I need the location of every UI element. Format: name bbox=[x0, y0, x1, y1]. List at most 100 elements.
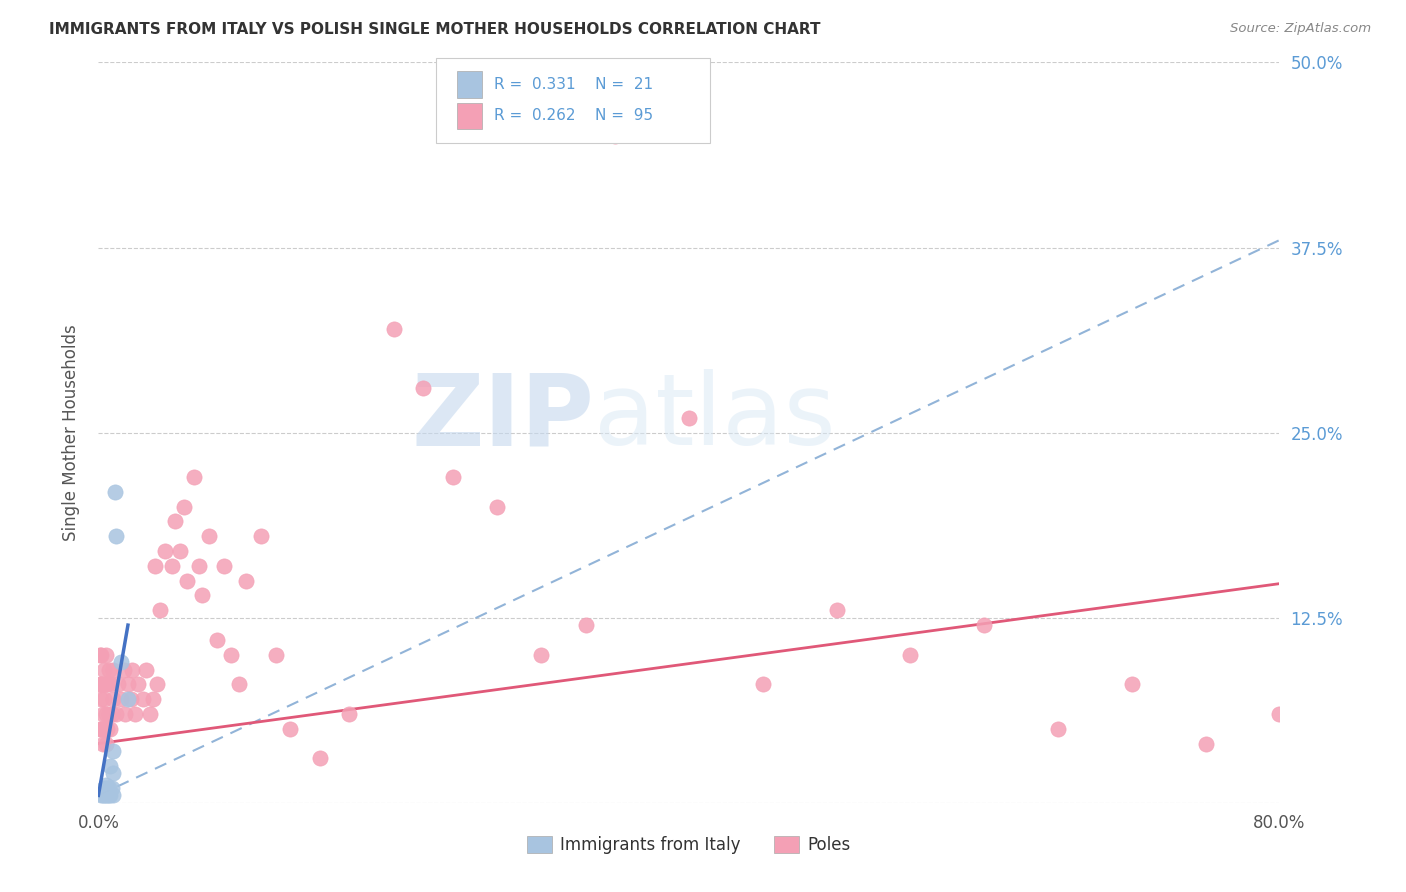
Point bbox=[94, 648, 117, 662]
Point bbox=[191, 589, 214, 603]
Point bbox=[124, 706, 146, 721]
Point bbox=[93, 722, 115, 736]
Point bbox=[103, 744, 125, 758]
Point bbox=[98, 758, 121, 772]
Point bbox=[94, 778, 117, 792]
Point bbox=[127, 677, 149, 691]
Point bbox=[90, 648, 112, 662]
Point bbox=[382, 322, 405, 336]
Point bbox=[91, 706, 114, 721]
Point bbox=[90, 692, 112, 706]
Point bbox=[97, 780, 120, 795]
Point bbox=[96, 722, 118, 736]
Point bbox=[187, 558, 209, 573]
Point bbox=[309, 751, 332, 765]
Text: R =  0.262    N =  95: R = 0.262 N = 95 bbox=[494, 109, 652, 123]
Point bbox=[103, 766, 125, 780]
Point bbox=[165, 515, 187, 529]
Point bbox=[103, 789, 125, 803]
Point bbox=[221, 648, 243, 662]
Point bbox=[264, 648, 287, 662]
Point bbox=[93, 692, 115, 706]
Point bbox=[110, 692, 132, 706]
Point bbox=[105, 529, 128, 543]
Point bbox=[93, 780, 115, 795]
Point bbox=[530, 648, 553, 662]
Point bbox=[90, 789, 112, 803]
Point bbox=[114, 706, 136, 721]
Point bbox=[97, 706, 120, 721]
Point bbox=[153, 544, 176, 558]
Point bbox=[93, 789, 115, 803]
Point bbox=[103, 692, 125, 706]
Point bbox=[98, 789, 121, 803]
Point bbox=[339, 706, 361, 721]
Point bbox=[94, 677, 117, 691]
Point bbox=[98, 722, 121, 736]
Point bbox=[89, 648, 111, 662]
Point bbox=[97, 663, 120, 677]
Point bbox=[486, 500, 509, 514]
Point bbox=[89, 722, 111, 736]
Point bbox=[198, 529, 221, 543]
Point bbox=[100, 780, 122, 795]
Point bbox=[94, 784, 117, 798]
Point bbox=[100, 706, 122, 721]
Point bbox=[135, 663, 157, 677]
Point bbox=[146, 677, 169, 691]
Point bbox=[900, 648, 922, 662]
Text: atlas: atlas bbox=[595, 369, 837, 467]
Point bbox=[110, 655, 132, 669]
Point bbox=[1268, 706, 1291, 721]
Point bbox=[98, 677, 121, 691]
Point bbox=[142, 692, 165, 706]
Point bbox=[90, 677, 112, 691]
Point bbox=[104, 484, 127, 499]
Point bbox=[173, 500, 195, 514]
Point bbox=[825, 603, 848, 617]
Point bbox=[228, 677, 250, 691]
Point bbox=[94, 706, 117, 721]
Point bbox=[280, 722, 302, 736]
Point bbox=[235, 574, 257, 588]
Point bbox=[91, 677, 114, 691]
Point bbox=[120, 692, 142, 706]
Legend: Immigrants from Italy, Poles: Immigrants from Italy, Poles bbox=[520, 830, 858, 861]
Point bbox=[149, 603, 172, 617]
Point bbox=[139, 706, 162, 721]
Point bbox=[117, 692, 139, 706]
Text: IMMIGRANTS FROM ITALY VS POLISH SINGLE MOTHER HOUSEHOLDS CORRELATION CHART: IMMIGRANTS FROM ITALY VS POLISH SINGLE M… bbox=[49, 22, 821, 37]
Point bbox=[205, 632, 228, 647]
Point bbox=[96, 789, 118, 803]
Point bbox=[90, 722, 112, 736]
Point bbox=[678, 410, 700, 425]
Point bbox=[107, 677, 129, 691]
Point bbox=[96, 677, 118, 691]
Point bbox=[183, 470, 205, 484]
Point bbox=[169, 544, 191, 558]
Text: ZIP: ZIP bbox=[412, 369, 595, 467]
Point bbox=[105, 706, 128, 721]
Point bbox=[575, 618, 598, 632]
Y-axis label: Single Mother Households: Single Mother Households bbox=[62, 325, 80, 541]
Point bbox=[973, 618, 995, 632]
Point bbox=[1121, 677, 1143, 691]
Text: Source: ZipAtlas.com: Source: ZipAtlas.com bbox=[1230, 22, 1371, 36]
Point bbox=[1046, 722, 1070, 736]
Point bbox=[412, 381, 434, 395]
Point bbox=[96, 780, 118, 795]
Point bbox=[94, 789, 117, 803]
Point bbox=[97, 789, 120, 803]
Point bbox=[143, 558, 166, 573]
Point bbox=[162, 558, 183, 573]
Point bbox=[112, 663, 135, 677]
Text: R =  0.331    N =  21: R = 0.331 N = 21 bbox=[494, 78, 652, 92]
Point bbox=[752, 677, 775, 691]
Point bbox=[176, 574, 198, 588]
Point bbox=[94, 737, 117, 751]
Point bbox=[121, 663, 143, 677]
Point bbox=[605, 129, 627, 144]
Point bbox=[117, 677, 139, 691]
Point bbox=[103, 663, 125, 677]
Point bbox=[93, 663, 115, 677]
